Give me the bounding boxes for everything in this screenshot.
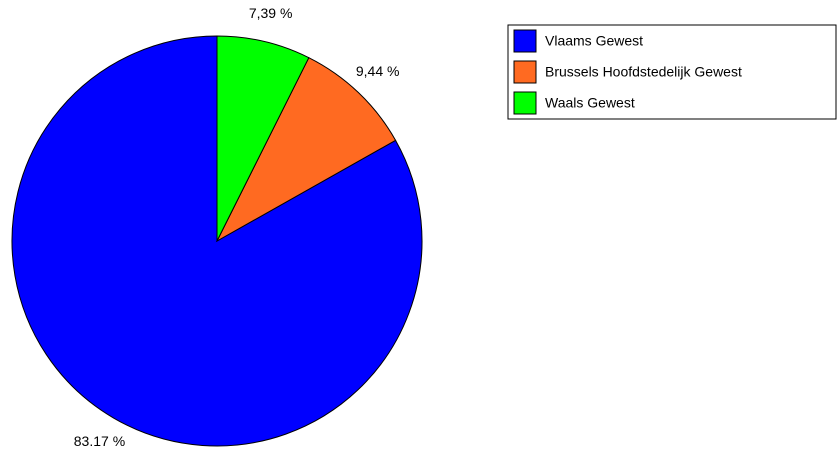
legend-label: Brussels Hoofdstedelijk Gewest — [545, 64, 742, 80]
pie-slice — [216, 35, 310, 242]
slice-label: 83.17 % — [74, 433, 125, 449]
slice-label: 9,44 % — [356, 63, 400, 79]
legend-label: Waals Gewest — [545, 95, 635, 111]
legend-label: Vlaams Gewest — [545, 33, 643, 49]
legend-box — [507, 24, 837, 120]
legend-swatch — [513, 29, 537, 53]
pie-slice — [215, 57, 397, 243]
legend-swatch — [513, 91, 537, 115]
slice-label: 7,39 % — [249, 5, 293, 21]
legend-swatch — [513, 60, 537, 84]
